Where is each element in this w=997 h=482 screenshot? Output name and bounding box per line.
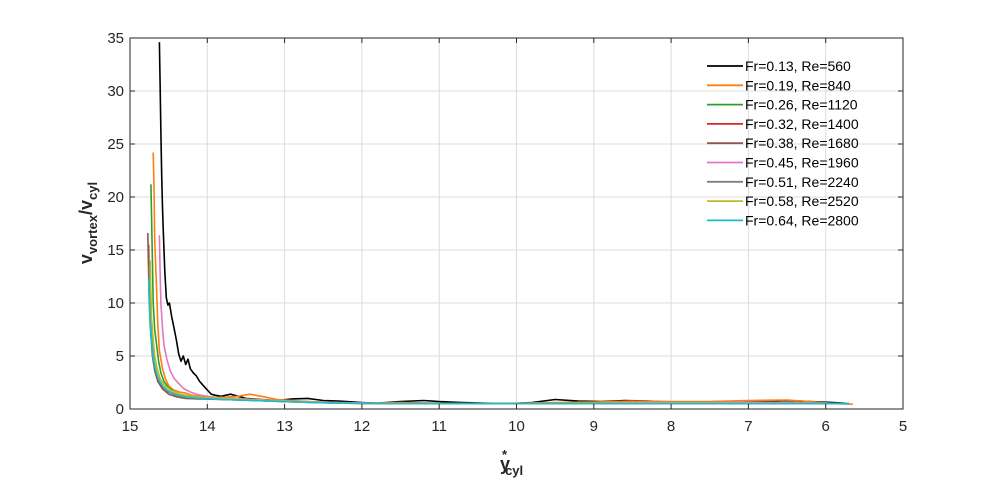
legend-item: Fr=0.51, Re=2240 [707,174,859,190]
legend-label: Fr=0.51, Re=2240 [745,174,859,190]
x-tick-label: 12 [354,418,371,435]
x-label-base: y [500,454,510,474]
legend-label: Fr=0.45, Re=1960 [745,155,859,171]
y-tick-label: 25 [107,136,124,153]
y-tick-label: 30 [107,83,124,100]
y-tick-label: 0 [116,401,124,418]
y-label-base: v [76,254,96,264]
x-tick-label: 14 [199,418,216,435]
legend-label: Fr=0.32, Re=1400 [745,116,859,132]
y-axis-label: vvortex/vcyl [76,182,100,264]
legend-label: Fr=0.26, Re=1120 [745,97,858,113]
legend: Fr=0.13, Re=560 Fr=0.19, Re=840 Fr=0.26, R… [707,58,859,228]
x-tick-label: 11 [431,418,447,435]
legend-label: Fr=0.64, Re=2800 [745,212,859,228]
x-tick-label: 7 [744,418,752,435]
x-tick-label: 9 [590,418,598,435]
legend-label: Fr=0.19, Re=840 [745,77,851,93]
y-tick-label: 5 [116,348,124,365]
legend-item: Fr=0.38, Re=1680 [707,135,859,151]
y-tick-label: 20 [107,189,124,206]
legend-item: Fr=0.58, Re=2520 [707,193,859,209]
x-tick-label: 6 [822,418,830,435]
x-tick-label: 15 [122,418,139,435]
series-line-9 [147,278,849,405]
y-label-sub2: cyl [85,182,100,200]
legend-label: Fr=0.58, Re=2520 [745,193,859,209]
legend-label: Fr=0.13, Re=560 [745,58,851,74]
legend-item: Fr=0.32, Re=1400 [707,116,859,132]
series-line-2 [152,152,853,405]
y-label-sub1: vortex [85,214,100,254]
x-tick-label: 8 [667,418,675,435]
x-tick-label: 13 [276,418,293,435]
y-label-mid: /v [76,200,96,215]
x-axis-label: y* cyl [500,447,523,478]
legend-item: Fr=0.13, Re=560 [707,58,851,74]
axes: 15 14 13 12 11 10 9 8 7 6 5 0 5 10 15 20 25 30 35 [107,30,907,435]
x-label-sup: * [502,447,508,462]
x-tick-label: 10 [508,418,525,435]
y-tick-label: 10 [107,295,124,312]
x-tick-label: 5 [899,418,907,435]
y-tick-label: 15 [107,242,124,259]
legend-item: Fr=0.19, Re=840 [707,77,851,93]
y-tick-label: 35 [107,30,124,47]
legend-label: Fr=0.38, Re=1680 [745,135,859,151]
legend-item: Fr=0.64, Re=2800 [707,212,859,228]
legend-item: Fr=0.45, Re=1960 [707,155,859,171]
series-group [147,42,853,405]
legend-item: Fr=0.26, Re=1120 [707,97,858,113]
x-label-sub: cyl [505,463,523,478]
